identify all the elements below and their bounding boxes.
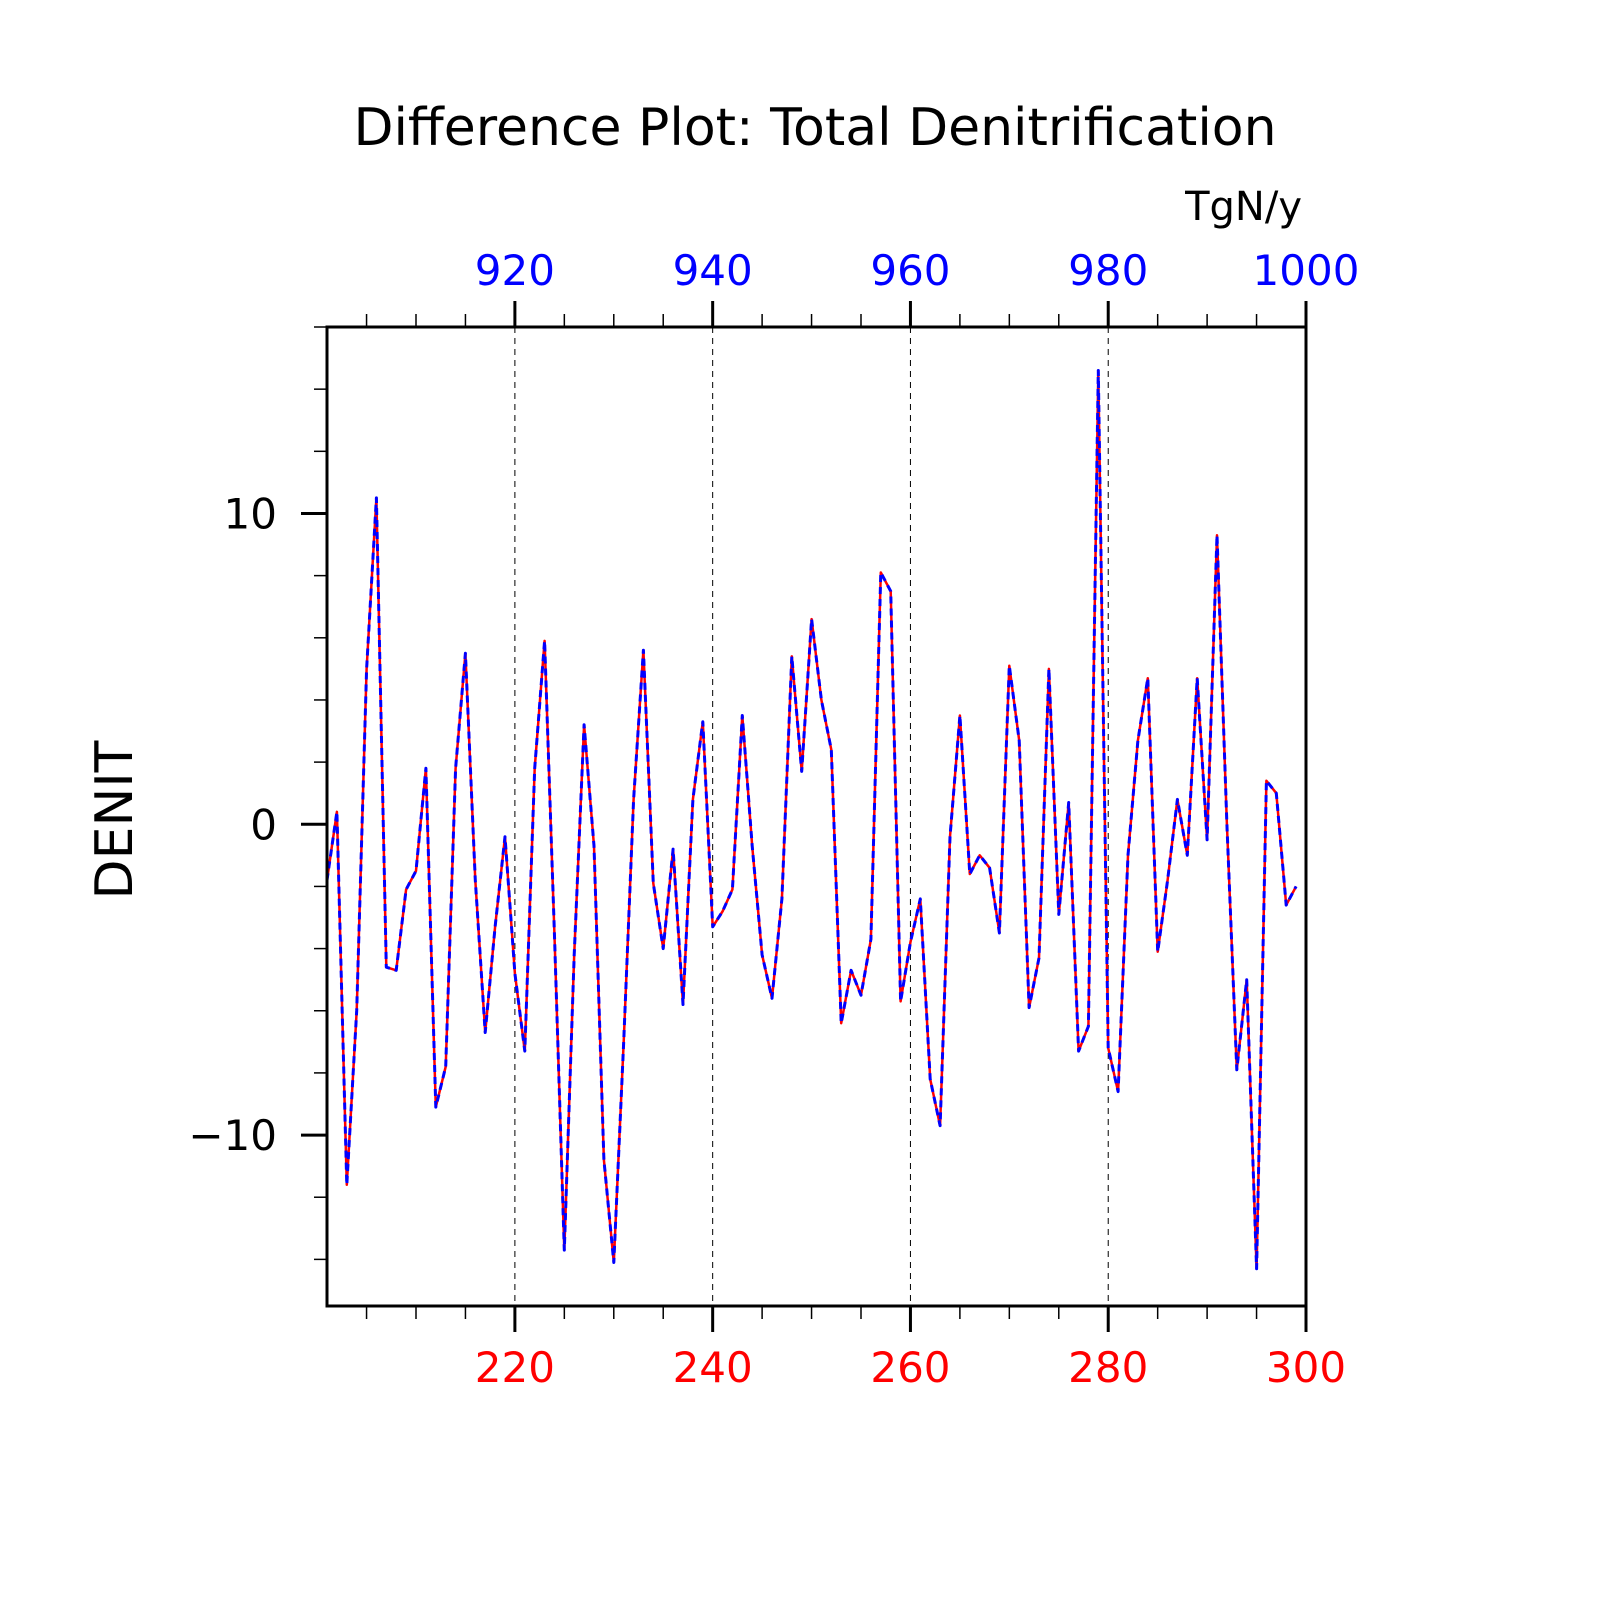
y-axis-label: DENIT	[85, 740, 145, 899]
y-tick-label-1: 0	[250, 800, 277, 849]
y-tick-label-2: −10	[188, 1111, 277, 1160]
x-bottom-tick-label-1: 240	[673, 1343, 753, 1392]
series-line-1	[325, 369, 1298, 1271]
x-top-tick-label-2: 960	[870, 246, 950, 295]
x-top-tick-label-1: 940	[673, 246, 753, 295]
units-label: TgN/y	[1184, 184, 1302, 230]
x-top-tick-label-0: 920	[475, 246, 555, 295]
ticks	[301, 301, 1308, 1332]
x-top-tick-label-3: 980	[1068, 246, 1148, 295]
plot-frame	[325, 325, 1308, 1308]
x-top-tick-label-4: 1000	[1253, 246, 1360, 295]
x-bottom-tick-label-2: 260	[870, 1343, 950, 1392]
x-bottom-tick-label-3: 280	[1068, 1343, 1148, 1392]
x-bottom-tick-label-4: 300	[1266, 1343, 1346, 1392]
chart-title: Difference Plot: Total Denitrification	[353, 98, 1276, 158]
series-layer	[325, 369, 1298, 1271]
x-bottom-tick-label-0: 220	[475, 1343, 555, 1392]
tick-labels: 220 240 260 280 300 920 940 960 980 1000 10 0 −10	[188, 246, 1359, 1392]
y-tick-label-0: 10	[224, 489, 277, 538]
grid-lines	[514, 327, 1109, 1306]
